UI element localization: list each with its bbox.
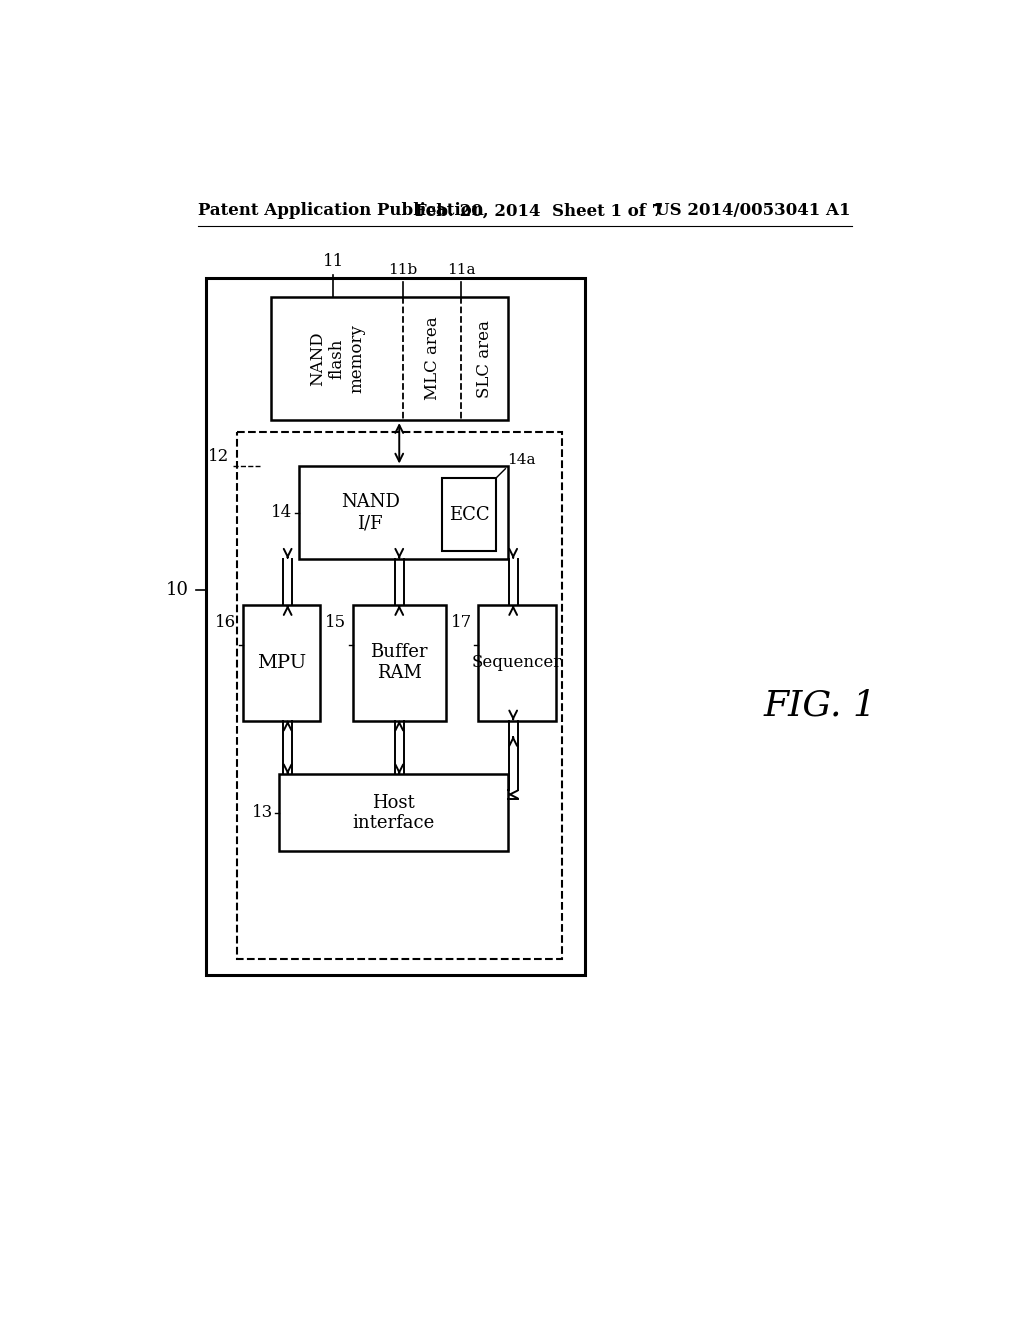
Text: 10: 10 (166, 581, 188, 598)
Text: US 2014/0053041 A1: US 2014/0053041 A1 (655, 202, 851, 219)
Bar (206, 277, 586, 974)
Bar (478, 605, 556, 721)
Text: 11a: 11a (447, 263, 475, 277)
Bar (442, 478, 496, 552)
Text: Sequencer: Sequencer (472, 655, 562, 672)
Bar (299, 466, 508, 558)
Text: NAND
I/F: NAND I/F (341, 494, 399, 532)
Bar (237, 432, 562, 960)
Text: 12: 12 (208, 447, 228, 465)
Text: 14a: 14a (507, 453, 536, 467)
Text: Feb. 20, 2014  Sheet 1 of 7: Feb. 20, 2014 Sheet 1 of 7 (415, 202, 663, 219)
Text: 17: 17 (451, 614, 472, 631)
Text: ECC: ECC (449, 506, 489, 524)
Bar (352, 605, 445, 721)
Bar (280, 775, 508, 851)
Text: 13: 13 (252, 804, 273, 821)
Text: MLC area: MLC area (424, 317, 440, 400)
Text: 15: 15 (326, 614, 346, 631)
Bar (243, 605, 321, 721)
Text: 11: 11 (323, 253, 344, 271)
Text: MPU: MPU (257, 653, 306, 672)
Text: SLC area: SLC area (476, 319, 493, 397)
Text: 14: 14 (271, 504, 292, 521)
Text: Host
interface: Host interface (352, 793, 434, 833)
Bar (271, 297, 508, 420)
Text: 16: 16 (215, 614, 237, 631)
Text: FIG. 1: FIG. 1 (764, 688, 877, 722)
Text: Patent Application Publication: Patent Application Publication (198, 202, 483, 219)
Text: 11b: 11b (388, 263, 418, 277)
Text: Buffer
RAM: Buffer RAM (371, 643, 428, 682)
Text: NAND
flash
memory: NAND flash memory (309, 325, 366, 393)
